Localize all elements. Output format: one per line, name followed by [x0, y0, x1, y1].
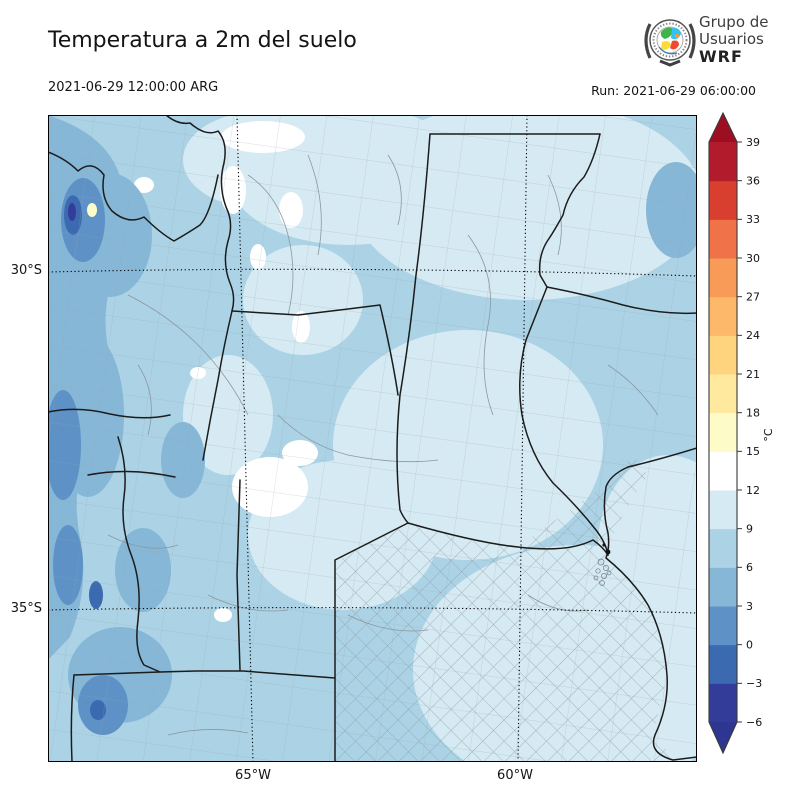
temperature-map-icon	[48, 115, 697, 762]
colorbar-tick-label: 33	[746, 213, 760, 226]
map-frame	[48, 115, 697, 762]
buenos-aires-partidos-texture	[335, 455, 678, 762]
colorbar-tick-label: 30	[746, 252, 760, 265]
colorbar-unit-label: °C	[762, 428, 775, 442]
colorbar-segment	[709, 258, 737, 298]
lon-tick-65w: 65°W	[235, 768, 271, 783]
colorbar-tick-label: 27	[746, 290, 760, 303]
colorbar-tick-label: 9	[746, 522, 753, 535]
department-borders	[107, 154, 659, 736]
colorbar-tick-label: −3	[746, 677, 762, 690]
map-canvas	[48, 115, 697, 762]
page-title: Temperatura a 2m del suelo	[48, 28, 357, 53]
colorbar-segment	[709, 374, 737, 414]
lon-tick-60w: 60°W	[497, 768, 533, 783]
colorbar-over-arrow-icon	[709, 113, 737, 142]
city-cluster	[593, 543, 612, 586]
colorbar-segment	[709, 490, 737, 530]
colorbar-segment	[709, 528, 737, 568]
colorbar-tick-label: 18	[746, 406, 760, 419]
colorbar-tick-label: 3	[746, 600, 753, 613]
wrf-logo-emblem-icon	[644, 19, 696, 67]
logo-text-line2: Usuarios	[699, 30, 764, 48]
colorbar-segment	[709, 606, 737, 646]
colorbar-segment	[709, 412, 737, 452]
colorbar-segment	[709, 335, 737, 375]
colorbar-segment	[709, 219, 737, 259]
colorbar-tick-label: −6	[746, 716, 762, 729]
colorbar-segment	[709, 644, 737, 684]
wrf-users-group-logo: Grupo de Usuarios WRF	[641, 12, 796, 74]
logo-text-line3: WRF	[699, 47, 743, 66]
colorbar-segment	[709, 296, 737, 336]
colorbar-tick-label: 12	[746, 484, 760, 497]
colorbar-segment	[709, 142, 737, 182]
colorbar-tick-label: 0	[746, 638, 753, 651]
province-borders	[48, 115, 697, 762]
colorbar-segment	[709, 451, 737, 491]
colorbar-tick-label: 36	[746, 174, 760, 187]
colorbar-tick-label: 15	[746, 445, 760, 458]
colorbar-segment	[709, 683, 737, 723]
lat-tick-35s: 35°S	[10, 601, 42, 616]
logo-text-line1: Grupo de	[699, 13, 769, 31]
colorbar-tick-label: 39	[746, 136, 760, 149]
colorbar-segment	[709, 567, 737, 607]
colorbar-tick-label: 21	[746, 368, 760, 381]
colorbar-segment	[709, 180, 737, 220]
colorbar-tick-label: 6	[746, 561, 753, 574]
lat-tick-30s: 30°S	[10, 263, 42, 278]
run-time-label: Run: 2021-06-29 06:00:00	[591, 83, 756, 98]
valid-time-label: 2021-06-29 12:00:00 ARG	[48, 80, 219, 95]
graticule-lines	[48, 115, 697, 762]
colorbar-tick-label: 24	[746, 329, 760, 342]
colorbar-under-arrow-icon	[709, 722, 737, 753]
